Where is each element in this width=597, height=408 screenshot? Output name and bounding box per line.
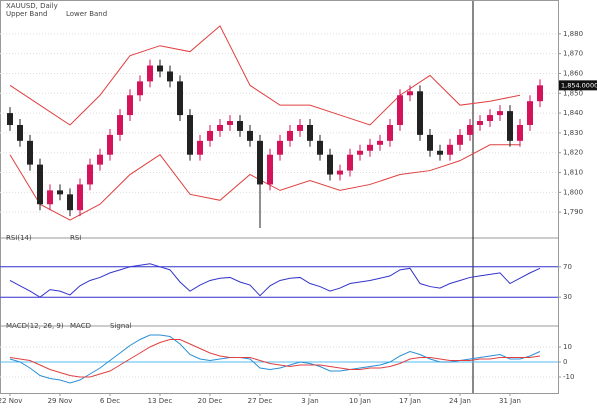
y-tick-label: 0 [563,358,567,366]
candle-body [87,164,93,185]
x-tick-label: 31 Jan [499,397,521,405]
y-tick-label: 1,790 [563,208,583,216]
x-tick-label: 27 Dec [248,397,273,405]
candle-body [157,65,163,72]
candle-body [367,144,373,151]
candle-body [217,124,223,131]
candle-body [247,130,253,141]
candle-body [277,140,283,155]
y-tick-label: 1,870 [563,50,583,58]
candle-body [267,154,273,185]
candle-body [297,124,303,131]
candle-body [417,91,423,135]
candle-body [497,111,503,116]
series-line [9,339,541,378]
legend-entry: RSI [70,234,81,242]
y-tick-label: -10 [563,373,574,381]
candle-body [437,150,443,155]
price-tag-label: 1,854.0000 [561,81,597,89]
candle-body [67,194,73,211]
panel-title: XAUUSD, Daily [6,2,58,10]
x-tick-label: 17 Jan [399,397,421,405]
x-tick-label: 13 Dec [148,397,173,405]
candle-body [427,134,433,151]
price-tag [559,80,597,91]
candle-body [287,130,293,141]
series-line [9,25,521,126]
candle-body [227,121,233,125]
candle-body [537,85,543,102]
y-tick-label: 70 [563,263,572,271]
candle-body [27,140,33,165]
series-line [9,334,541,384]
y-tick-label: 1,860 [563,69,583,77]
candle-body [167,71,173,82]
candle-body [467,124,473,135]
candle-body [347,154,353,171]
y-tick-label: 1,820 [563,149,583,157]
y-tick-label: 1,830 [563,129,583,137]
x-tick-label: 10 Jan [349,397,371,405]
candle-body [357,150,363,155]
candle-body [187,115,193,155]
candle-body [397,95,403,125]
candle-body [117,115,123,135]
y-tick-label: 1,880 [563,30,583,38]
candle-body [197,140,203,155]
candle-body [57,190,63,195]
x-tick-label: 22 Nov [0,397,22,405]
y-tick-label: 30 [563,293,572,301]
x-tick-label: 24 Jan [449,397,471,405]
series-line [9,263,541,298]
series-line [9,144,520,221]
candle-body [37,164,43,205]
candle-body [387,124,393,141]
x-tick-label: 29 Nov [48,397,73,405]
candle-body [517,124,523,141]
panel-title: MACD(12, 26, 9) [6,322,64,330]
candle-body [507,111,513,141]
candle-body [7,113,13,125]
candle-body [177,81,183,116]
candle-body [307,124,313,141]
panel-title: RSI(14) [6,234,32,242]
candle-body [447,144,453,155]
x-tick-label: 20 Dec [198,397,223,405]
candle-body [487,115,493,122]
candle-body [107,134,113,155]
candle-body [127,95,133,116]
legend-entry: Lower Band [66,10,107,18]
y-tick-label: 1,800 [563,188,583,196]
candle-body [147,65,153,82]
y-tick-label: 1,810 [563,169,583,177]
candle-body [527,101,533,125]
legend-entry: MACD [70,322,91,330]
candle-body [137,81,143,96]
candle-body [257,140,263,185]
candle-body [47,190,53,205]
candle-body [237,121,243,131]
candle-body [477,121,483,125]
candle-body [207,130,213,141]
y-tick-label: 1,850 [563,89,583,97]
candle-body [327,154,333,175]
y-tick-label: 1,840 [563,109,583,117]
x-tick-label: 6 Dec [100,397,120,405]
candle-body [77,184,83,211]
y-tick-label: 10 [563,343,572,351]
legend-entry: Signal [110,322,132,330]
candle-body [17,124,23,141]
candle-body [457,134,463,145]
x-tick-label: 3 Jan [301,397,318,405]
legend-entry: Upper Band [6,10,47,18]
candle-body [337,170,343,175]
candle-body [377,140,383,145]
candle-body [317,140,323,155]
candle-body [407,91,413,96]
frame [0,0,559,394]
candle-body [97,154,103,165]
